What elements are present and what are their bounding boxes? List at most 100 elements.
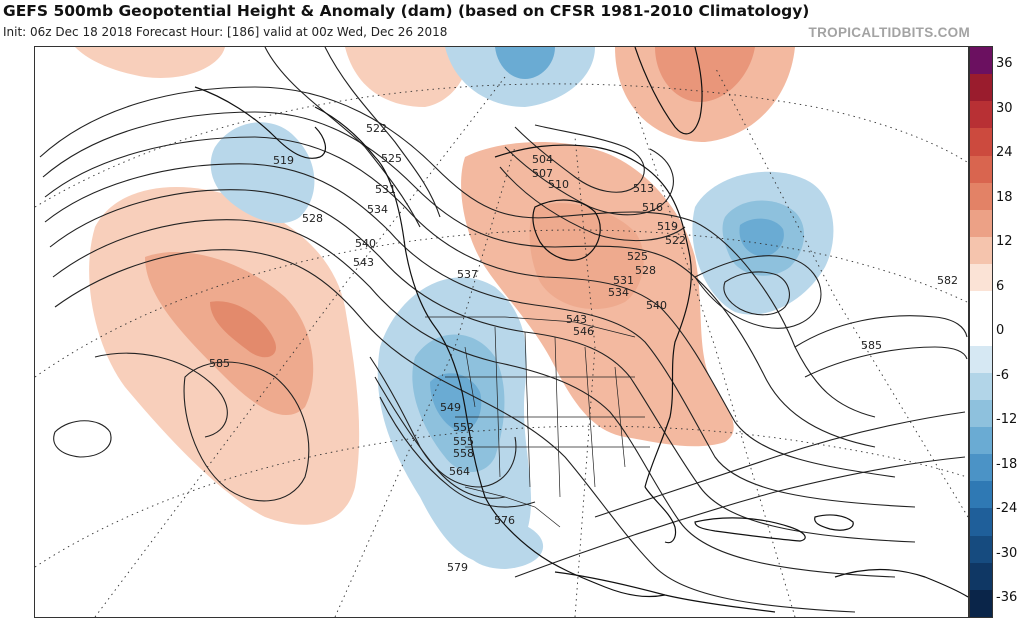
colorbar-tick-label: -24 bbox=[996, 501, 1018, 516]
contour-label: 549 bbox=[440, 401, 461, 414]
border-us-canada bbox=[425, 316, 636, 338]
contour-label: 579 bbox=[447, 561, 468, 574]
height-contours bbox=[39, 47, 968, 613]
contour-label: 543 bbox=[353, 256, 374, 269]
header: GEFS 500mb Geopotential Height & Anomaly… bbox=[0, 0, 1024, 46]
map-canvas: 519 522 525 528 531 534 540 543 537 504 … bbox=[35, 47, 968, 617]
anomaly-negative-gulf-alaska bbox=[210, 122, 315, 224]
forecast-info: Init: 06z Dec 18 2018 Forecast Hour: [18… bbox=[3, 25, 448, 39]
colorbar-segment bbox=[970, 589, 992, 618]
coastline-florida bbox=[644, 486, 677, 544]
contour-label: 525 bbox=[381, 152, 402, 165]
chart-title: GEFS 500mb Geopotential Height & Anomaly… bbox=[3, 2, 810, 20]
coastline-east bbox=[494, 144, 692, 488]
border-us-mexico bbox=[464, 486, 561, 528]
height-contour bbox=[514, 456, 966, 578]
height-contour bbox=[94, 352, 228, 438]
height-contour bbox=[723, 271, 790, 316]
colorbar-tick-label: -30 bbox=[996, 545, 1018, 561]
colorbar-segment bbox=[970, 209, 992, 238]
longitude-line bbox=[574, 136, 596, 617]
contour-labels: 519 522 525 528 531 534 540 543 537 504 … bbox=[209, 122, 958, 574]
colorbar-segment bbox=[970, 481, 992, 509]
longitude-line bbox=[634, 106, 796, 617]
height-contour bbox=[504, 146, 674, 216]
contour-label: 531 bbox=[613, 274, 634, 287]
colorbar-segment bbox=[970, 454, 992, 482]
contour-label: 525 bbox=[627, 250, 648, 263]
height-contour bbox=[44, 163, 916, 508]
anomaly-positive-greenland-core bbox=[655, 47, 755, 102]
anomaly-colorbar bbox=[969, 46, 993, 618]
contour-label: 528 bbox=[302, 212, 323, 225]
contour-label: 522 bbox=[665, 234, 686, 247]
height-contour bbox=[794, 315, 968, 348]
height-contour bbox=[499, 166, 686, 242]
contour-label: 537 bbox=[457, 268, 478, 281]
contour-label: 576 bbox=[494, 514, 515, 527]
height-contour bbox=[54, 249, 856, 613]
height-contour bbox=[42, 111, 876, 448]
colorbar-segment bbox=[970, 345, 992, 374]
coastline-hispaniola bbox=[814, 514, 854, 531]
contour-label: 585 bbox=[209, 357, 230, 370]
longitude-line bbox=[334, 146, 516, 617]
contour-label: 534 bbox=[608, 286, 629, 299]
colorbar-segment bbox=[970, 101, 992, 129]
contour-label: 507 bbox=[532, 167, 553, 180]
contour-label: 564 bbox=[449, 465, 470, 478]
colorbar-tick-label: 6 bbox=[996, 278, 1005, 294]
colorbar-segment bbox=[970, 128, 992, 157]
anomaly-negative-atlantic-center bbox=[739, 218, 784, 257]
colorbar-tick-label: 0 bbox=[996, 323, 1005, 338]
colorbar-tick-label: -6 bbox=[996, 367, 1009, 383]
colorbar-tick-label: -36 bbox=[996, 590, 1018, 605]
height-contour bbox=[264, 47, 421, 228]
contour-label: 582 bbox=[937, 274, 958, 287]
colorbar-segment bbox=[970, 237, 992, 265]
height-contour bbox=[324, 47, 441, 218]
coastline-greenland bbox=[634, 47, 703, 135]
graticule bbox=[35, 66, 968, 617]
colorbar-segment bbox=[970, 372, 992, 401]
anomaly-negative-mexico bbox=[464, 522, 544, 569]
colorbar-segment bbox=[970, 427, 992, 455]
border-state bbox=[445, 376, 650, 448]
colorbar-tick-label: 30 bbox=[996, 100, 1013, 116]
political-borders bbox=[425, 316, 650, 528]
anomaly-negative-canada-north-core bbox=[495, 47, 555, 79]
brand-watermark[interactable]: TROPICALTIDBITS.COM bbox=[808, 25, 970, 40]
height-contour bbox=[514, 124, 645, 193]
contour-label: 546 bbox=[573, 325, 594, 338]
height-contour-closed-high bbox=[53, 420, 112, 458]
colorbar-tick-label: -18 bbox=[996, 456, 1018, 472]
contour-label: 516 bbox=[642, 201, 663, 214]
contour-label: 510 bbox=[548, 178, 569, 191]
contour-label: 519 bbox=[657, 220, 678, 233]
contour-label: 519 bbox=[273, 154, 294, 167]
colorbar-segment bbox=[970, 155, 992, 184]
height-contour bbox=[44, 136, 896, 478]
height-contour bbox=[379, 396, 536, 508]
contour-label: 585 bbox=[861, 339, 882, 352]
colorbar-segment bbox=[970, 508, 992, 537]
colorbar-segment bbox=[970, 182, 992, 211]
colorbar-segment bbox=[970, 399, 992, 428]
contour-label: 543 bbox=[566, 313, 587, 326]
colorbar-segment bbox=[970, 535, 992, 564]
colorbar-segment bbox=[970, 74, 992, 102]
colorbar-segment bbox=[970, 47, 992, 75]
colorbar-tick-label: 18 bbox=[996, 189, 1013, 205]
colorbar-tick-label: 12 bbox=[996, 234, 1013, 249]
anomaly-positive-north-pacific bbox=[75, 47, 225, 78]
contour-label: 552 bbox=[453, 421, 474, 434]
colorbar-segment bbox=[970, 264, 992, 292]
coastline-central-america bbox=[554, 571, 776, 613]
longitude-line bbox=[94, 76, 506, 617]
coastline-cuba bbox=[694, 517, 806, 542]
contour-label: 534 bbox=[367, 203, 388, 216]
contour-label: 522 bbox=[366, 122, 387, 135]
coastline-north-america bbox=[314, 106, 666, 598]
height-contour bbox=[183, 361, 310, 502]
map-panel: 519 522 525 528 531 534 540 543 537 504 … bbox=[34, 46, 969, 618]
